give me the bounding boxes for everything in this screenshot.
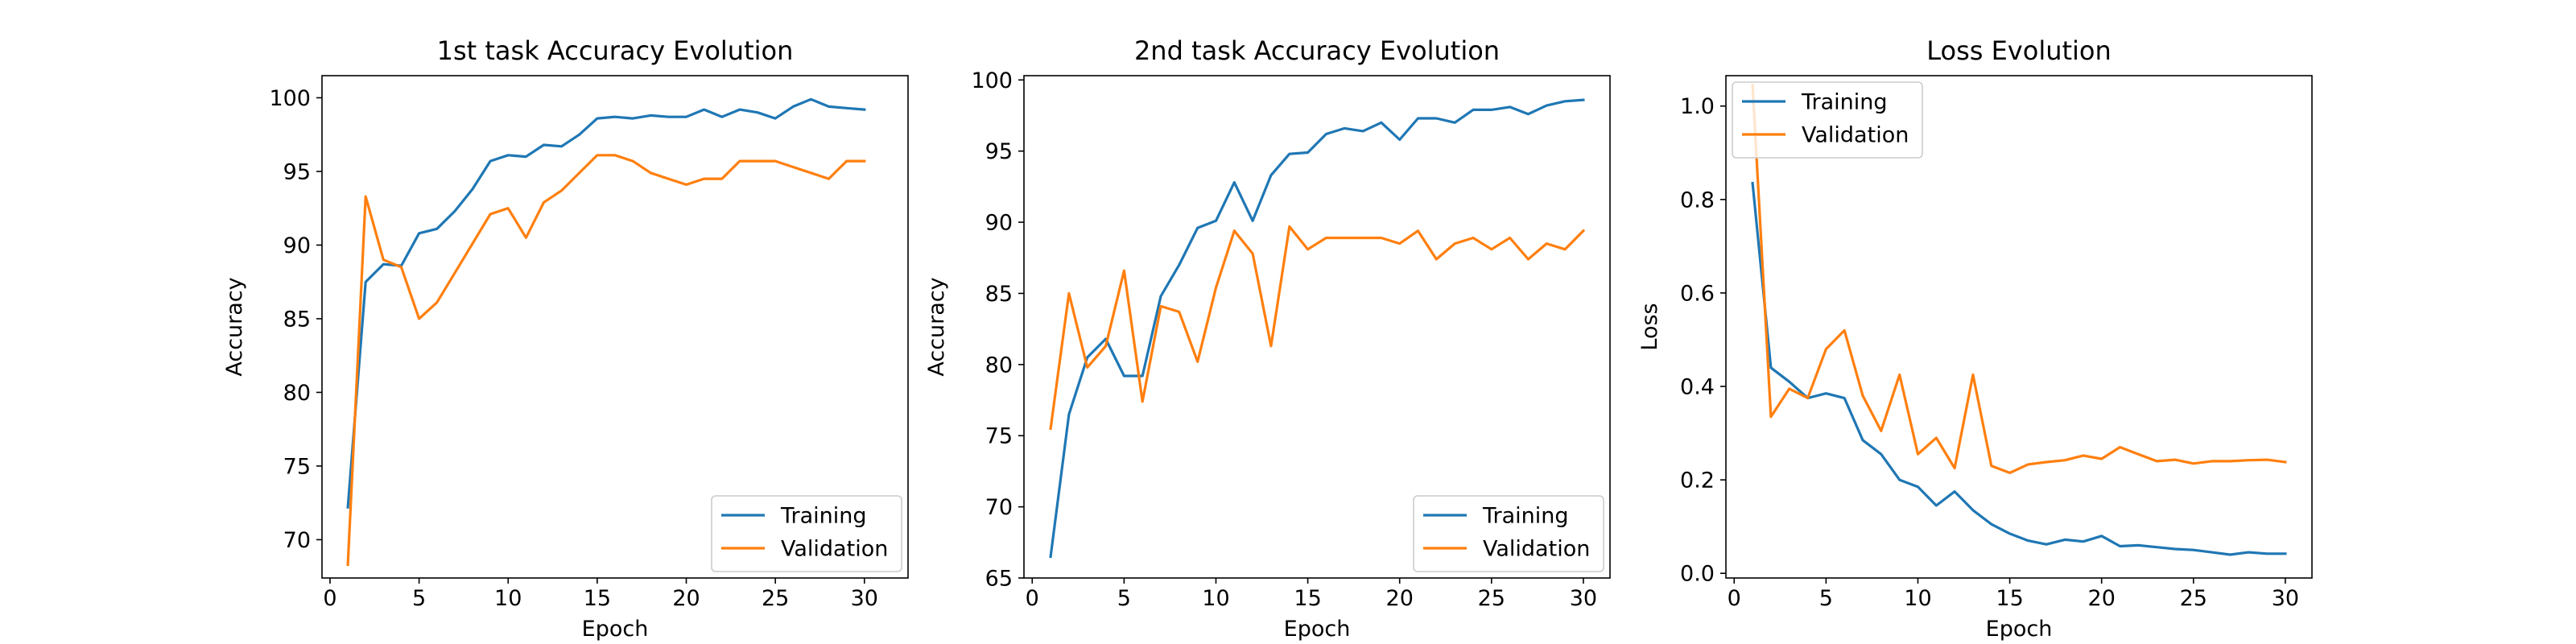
y-axis-label: Accuracy [222,277,247,376]
legend-label-validation: Validation [1483,537,1590,562]
axes-frame [1023,75,1611,579]
x-axis-label: Epoch [582,617,649,642]
y-tick-label: 75 [985,424,1013,449]
y-tick-label: 100 [971,68,1013,93]
y-tick-label: 85 [283,307,311,332]
y-tick-label: 0.4 [1680,375,1715,400]
legend: Training Validation [711,495,902,572]
y-tick-label: 0.6 [1680,281,1715,306]
y-tick-label: 0.2 [1680,469,1715,493]
legend: Training Validation [1413,495,1604,572]
y-axis-label: Accuracy [924,277,949,376]
y-tick-label: 70 [985,495,1013,520]
axes-frame [321,75,909,579]
y-tick-label: 65 [985,567,1013,592]
x-tick-label: 25 [2180,586,2207,611]
legend-label-training: Training [1482,504,1569,529]
chart-panel-3: 0 5 10 15 20 25 30 0.0 0.2 0.4 0.6 0.8 1.0 Loss Evolu… [1637,35,2313,642]
y-tick-label: 0.8 [1680,188,1715,213]
x-axis-label: Epoch [1284,617,1351,642]
y-tick-label: 95 [283,159,311,184]
y-tick-label: 75 [283,454,311,479]
y-tick-label: 90 [985,211,1013,236]
x-axis-label: Epoch [1986,617,2053,642]
chart-panel-1: 0 5 10 15 20 25 30 70 75 80 85 90 95 100 1st task Accu… [222,35,909,642]
x-tick-label: 25 [762,586,789,611]
y-tick-label: 80 [283,381,311,406]
y-axis-label: Loss [1637,303,1662,350]
x-tick-label: 20 [672,586,700,611]
y-tick-label: 0.0 [1680,562,1715,587]
series-line-validation [1049,225,1586,431]
series-line-training [346,97,866,509]
x-tick-label: 10 [494,586,522,611]
chart-panel-2: 0 5 10 15 20 25 30 65 70 75 80 85 90 95 100 2nd task Ac… [924,35,1611,642]
legend-label-training: Training [1801,90,1888,115]
x-tick-label: 0 [1728,586,1741,611]
axes-frame [1725,75,2313,579]
x-tick-label: 25 [1478,586,1505,611]
series-line-training [1751,181,2287,556]
chart-title: 1st task Accuracy Evolution [437,35,794,66]
x-tick-label: 10 [1904,586,1931,611]
x-tick-label: 30 [2272,586,2299,611]
y-tick-label: 80 [985,353,1013,378]
x-tick-label: 0 [1026,586,1039,611]
x-tick-label: 20 [2088,586,2116,611]
x-tick-label: 5 [1819,586,1833,611]
chart-title: 2nd task Accuracy Evolution [1134,35,1500,66]
x-tick-label: 15 [1996,586,2023,611]
legend-label-validation: Validation [781,537,888,562]
x-tick-label: 15 [1294,586,1321,611]
x-tick-label: 20 [1386,586,1414,611]
x-tick-label: 30 [851,586,878,611]
x-tick-label: 5 [1117,586,1131,611]
chart-title: Loss Evolution [1926,35,2112,66]
x-tick-label: 5 [412,586,426,611]
x-tick-label: 10 [1202,586,1229,611]
x-tick-label: 15 [584,586,611,611]
series-line-validation [1751,83,2287,475]
legend: Training Validation [1732,81,1923,159]
y-tick-label: 95 [985,139,1013,164]
y-tick-label: 85 [985,282,1013,307]
x-tick-label: 30 [1570,586,1597,611]
y-tick-label: 70 [283,528,311,553]
series-line-validation [346,154,866,567]
legend-label-training: Training [780,504,867,529]
legend-label-validation: Validation [1802,123,1909,148]
y-tick-label: 1.0 [1680,94,1715,119]
y-tick-label: 90 [283,233,311,258]
y-tick-label: 100 [269,86,311,111]
x-tick-label: 0 [323,586,336,611]
